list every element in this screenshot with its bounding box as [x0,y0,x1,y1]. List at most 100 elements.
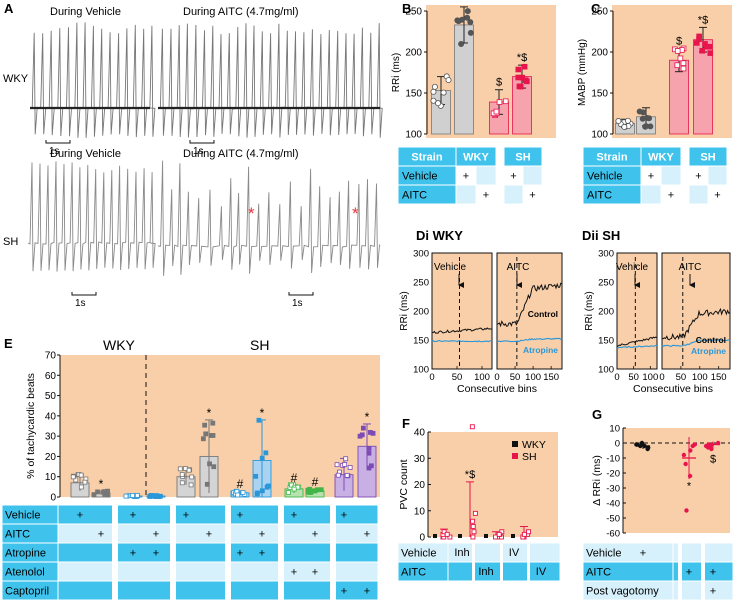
d-series-atropine [496,337,563,343]
b-point [430,97,437,104]
d-plot-bg [496,252,563,370]
e-table-row-label: Captopril [5,586,49,598]
b-ylabel: RRi (ms) [391,53,402,92]
ecg-trace [157,23,383,138]
b-point [522,77,529,84]
b-point [455,18,462,25]
d-ytick-label: 100 [413,365,429,376]
panel-a-title-vehicle: During Vehicle [50,6,121,18]
e-point [78,484,84,490]
panel-a-title-aitc: During AITC (4.7mg/ml) [183,6,299,18]
e-point [134,493,140,498]
pvc-star-2: * [352,204,359,223]
e-table-row-label: Vehicle [5,510,40,522]
b-header: WKY [463,152,489,164]
b-ytick-label: 150 [405,89,422,100]
e-ytick-label: 30 [45,432,57,443]
g-table-gap [678,543,682,600]
e-point [366,450,372,456]
e-table-mark: + [341,510,347,522]
e-point [305,487,311,493]
d-xtick-label: 150 [543,372,559,383]
b-subcell [455,184,477,205]
c-subcell [660,165,682,186]
e-table-mark: + [130,510,136,522]
g-point [634,442,639,447]
b-point [467,19,474,26]
panel-g: G 10 0 -10 -20 -30 -40 -50 -60 Δ RRi (ms) * $ Vehi… [582,407,734,600]
f-point-wky [458,534,462,538]
e-point [154,493,160,498]
c-point [703,43,710,50]
e-table-mark: + [153,548,159,560]
e-annotation: * [365,410,370,424]
scale-label-2: 1s [193,146,204,157]
f-point-sh [499,529,505,535]
f-point-sh [470,534,476,540]
panel-g-table: Vehicle AITC Post vagotomy + + + + [582,542,734,600]
d-ytick-label: 200 [598,307,614,318]
f-point-sh [444,531,450,537]
c-mark: + [695,171,701,183]
g-table-row-label: Post vagotomy [586,586,659,598]
f-table-gap [527,543,530,581]
e-point [95,489,100,495]
e-point [188,482,194,488]
c-ytick-label: 150 [591,89,608,100]
b-point [440,89,447,96]
e-table-mark: + [259,548,265,560]
c-header: SH [700,152,715,164]
f-point-sh [472,510,478,516]
panel-g-letter: G [592,407,602,422]
d-xtick-label: 100 [642,372,658,383]
scale-bar-3 [71,292,97,296]
e-table-mark: + [183,510,189,522]
e-point [334,462,340,468]
f-legend-sh: SH [522,451,537,463]
d-ytick-label: 150 [598,336,614,347]
g-point [709,446,714,452]
c-point [696,33,702,40]
f-point-sh [470,524,476,529]
panel-e-wky: WKY [103,337,136,353]
ecg-trace [27,161,156,272]
e-point [70,474,76,480]
e-point [291,486,297,492]
delta-rri-scatter: 10 0 -10 -20 -30 -40 -50 -60 Δ RRi (ms) * $ [591,424,730,540]
c-point [621,123,628,130]
panel-c-table: Strain WKY SH Vehicle + + AITC + + [582,146,728,205]
f-table-gap [500,543,503,581]
e-ytick-label: 50 [45,391,57,402]
e-annotation: * [207,406,212,420]
g-table-row-label: Vehicle [586,548,621,560]
d-xtick-label: 0 [614,372,619,383]
e-point [344,472,350,478]
e-point [235,492,241,498]
e-point [82,479,88,485]
e-point [203,431,209,437]
d-plot-bg [431,252,493,370]
b-annotation: * [462,0,467,6]
d-xtick-label: 0 [659,372,664,383]
g-table-mark: + [710,567,716,579]
c-point [646,115,653,122]
e-point [342,462,348,467]
scale-label-3: 1s [75,298,86,309]
scale-bar-4 [288,292,314,296]
g-ytick-label: -50 [606,514,620,525]
g-point [715,440,721,446]
c-point [674,48,681,54]
e-point [285,490,291,495]
panel-b-table: Strain WKY SH Vehicle + + AITC + + [397,146,543,205]
e-point [253,473,259,479]
e-point [256,417,262,423]
c-subcell [640,184,662,205]
d-plot-bg [661,252,731,370]
g-ytick-label: -40 [606,499,620,510]
d-xtick-label: 50 [628,372,639,383]
d-xtick-label: 100 [692,372,708,383]
e-point [255,490,260,496]
d-arrow-label-aitc: AITC [507,262,530,273]
d-xlabel: Consecutive bins [457,383,537,395]
